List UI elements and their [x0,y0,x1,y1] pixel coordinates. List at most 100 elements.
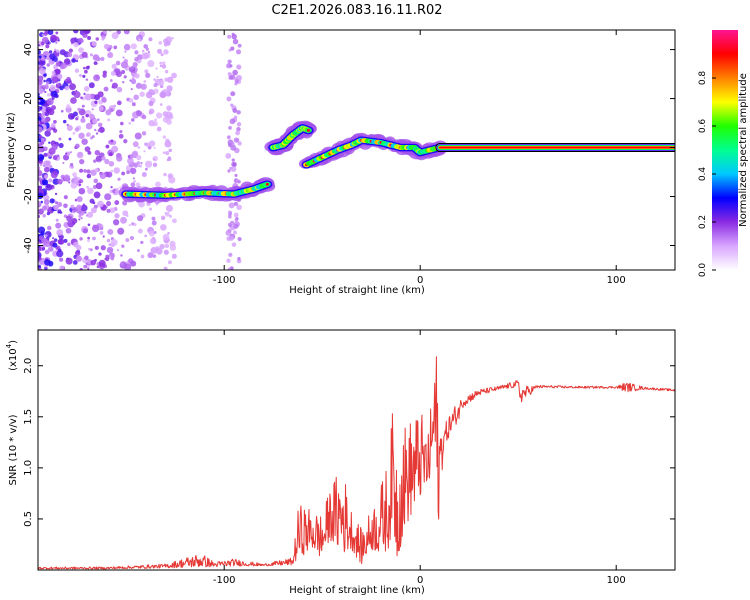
noise-speck [130,88,133,91]
noise-speck [87,187,94,195]
noise-speck [236,126,241,132]
noise-speck [228,75,233,80]
noise-speck [225,153,232,159]
noise-speck [230,91,236,97]
noise-speck [128,122,131,125]
noise-speck [48,164,53,169]
noise-speck [80,117,86,123]
noise-speck [38,226,46,234]
noise-speck [46,81,50,85]
noise-speck [51,96,55,100]
noise-speck [229,220,235,226]
noise-speck [162,151,166,154]
noise-speck [84,146,91,152]
snr-line [38,356,675,570]
noise-speck [148,37,153,42]
noise-speck [123,139,128,144]
noise-speck [43,199,50,205]
noise-speck [159,61,163,65]
noise-speck [53,204,59,211]
noise-speck [97,122,103,128]
noise-speck [123,43,131,51]
noise-speck [65,257,73,265]
noise-speck [100,56,105,62]
noise-speck [70,204,75,209]
noise-speck [67,242,71,247]
noise-speck [162,233,170,241]
noise-speck [136,34,143,42]
noise-speck [236,204,242,211]
noise-speck [38,166,41,171]
noise-speck [122,81,125,84]
noise-speck [89,113,95,119]
noise-speck [46,98,54,106]
noise-speck [116,187,119,190]
noise-speck [39,163,43,167]
noise-speck [159,103,163,106]
noise-speck [63,81,66,84]
noise-speck [156,75,159,78]
noise-speck [63,203,68,209]
noise-speck [70,182,78,189]
noise-speck [93,74,101,82]
noise-speck [163,249,169,255]
noise-speck [137,163,141,168]
noise-speck [76,196,83,203]
noise-speck [125,238,130,242]
noise-speck [63,174,70,181]
noise-speck [144,234,147,238]
noise-speck [234,82,238,86]
noise-speck [123,30,130,35]
noise-speck [237,43,242,48]
noise-speck [87,36,92,40]
noise-speck [68,48,73,53]
noise-speck [141,172,147,178]
noise-speck [79,74,82,77]
noise-speck [165,111,173,119]
noise-speck [38,80,43,85]
noise-speck [148,108,155,115]
noise-speck [116,155,123,162]
noise-speck [113,104,117,108]
noise-speck [106,171,113,178]
snr-xtick-label: 0 [417,575,423,586]
noise-speck [89,198,95,204]
noise-speck [48,50,53,54]
noise-speck [164,212,167,215]
noise-speck [237,236,242,242]
noise-speck [86,133,90,137]
noise-speck [137,146,141,149]
noise-speck [69,163,74,167]
noise-speck [148,50,151,54]
noise-speck [75,255,83,262]
noise-speck [164,140,172,148]
noise-speck [163,49,169,55]
noise-speck [113,45,118,50]
noise-speck [98,252,102,256]
snr-ytick-label: 2.0 [23,358,34,374]
noise-speck [155,246,160,251]
noise-speck [143,150,146,153]
noise-speck [40,41,45,46]
ridge-peak [306,128,310,132]
noise-speck [227,34,232,39]
noise-speck [165,151,170,156]
snr-xlabel: Height of straight line (km) [289,585,425,596]
noise-speck [234,218,238,222]
noise-speck [132,177,135,180]
noise-speck [56,229,64,236]
noise-speck [85,113,89,118]
noise-speck [148,140,156,147]
noise-speck [81,104,85,108]
noise-speck [145,160,153,168]
noise-speck [111,145,119,153]
noise-speck [87,236,90,240]
noise-speck [105,109,112,116]
noise-speck [117,177,121,181]
noise-speck [105,44,109,49]
noise-speck [112,188,117,194]
noise-speck [40,116,46,122]
noise-speck [236,110,241,115]
noise-speck [67,52,73,58]
noise-speck [163,38,169,44]
